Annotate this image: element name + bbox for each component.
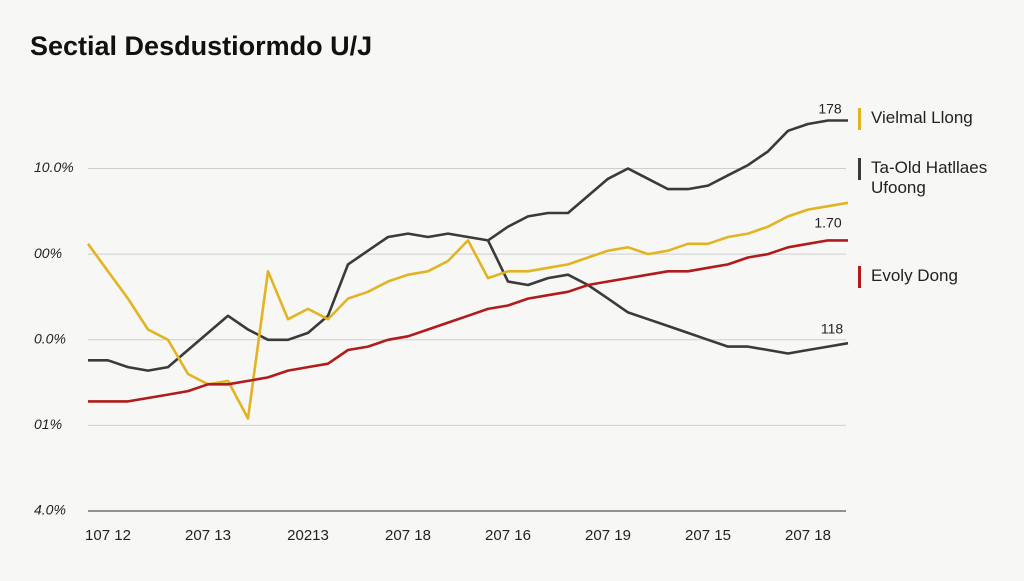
legend-item: Ta-Old Hatllaes Ufoong (858, 158, 1018, 198)
y-tick-label: 4.0% (34, 502, 66, 518)
x-tick-label: 207 15 (685, 527, 731, 544)
legend-label: Ta-Old Hatllaes Ufoong (871, 158, 988, 197)
x-tick-label: 207 13 (185, 527, 231, 544)
annotation: 118 (821, 321, 844, 337)
chart-title: Sectial Desdustiormdo U/J (30, 31, 372, 61)
x-tick-label: 20213 (287, 527, 329, 544)
legend-item: Evoly Dong (858, 266, 1018, 288)
legend-label: Vielmal Llong (871, 108, 973, 127)
legend-swatch (858, 158, 861, 180)
annotation: 178 (818, 101, 842, 117)
legend-item: Vielmal Llong (858, 108, 1018, 130)
y-tick-label: 10.0% (34, 159, 74, 175)
x-tick-label: 107 12 (85, 527, 131, 544)
series-line (88, 239, 848, 403)
x-tick-label: 207 18 (785, 527, 831, 544)
legend-label: Evoly Dong (871, 266, 958, 285)
series-line (487, 119, 848, 242)
x-tick-label: 207 18 (385, 527, 431, 544)
legend-swatch (858, 108, 861, 130)
y-tick-label: 01% (34, 416, 62, 432)
annotation: 1.70 (814, 215, 841, 231)
x-tick-label: 207 16 (485, 527, 531, 544)
y-tick-label: 0.0% (34, 330, 66, 346)
legend-swatch (858, 266, 861, 288)
x-tick-label: 207 19 (585, 527, 631, 544)
series-line (88, 232, 849, 372)
y-tick-label: 00% (34, 245, 62, 261)
